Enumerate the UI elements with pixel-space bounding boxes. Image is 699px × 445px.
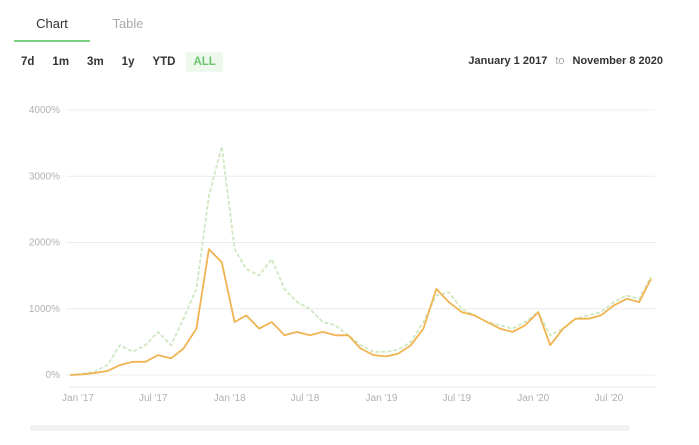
- grid-layer: [66, 109, 655, 376]
- date-range: January 1 2017 to November 8 2020: [468, 55, 663, 67]
- range-7d-button[interactable]: 7d: [21, 56, 35, 68]
- date-to[interactable]: November 8 2020: [572, 55, 664, 67]
- x-tick-label: Jul '19: [442, 393, 471, 404]
- series-layer: [69, 145, 652, 376]
- tab-table[interactable]: Table: [112, 16, 144, 31]
- axis-layer: 0% 1000% 2000% 3000% 4000% Jan '17 Jul '17 Jan …: [29, 105, 655, 404]
- x-tick-label: Jul '20: [595, 393, 624, 404]
- range-3m-button[interactable]: 3m: [87, 56, 104, 68]
- range-1m-button[interactable]: 1m: [52, 56, 70, 68]
- y-tick-label: 2000%: [29, 238, 60, 249]
- range-selector: 7d 1m 3m 1y YTD ALL: [14, 52, 223, 72]
- x-tick-label: Jan '19: [366, 393, 398, 404]
- view-tabs: Chart Table: [14, 0, 166, 42]
- series-line-solid: [69, 248, 652, 376]
- y-tick-label: 1000%: [29, 304, 60, 315]
- x-tick-label: Jan '17: [62, 393, 94, 404]
- x-tick-label: Jul '17: [139, 393, 168, 404]
- x-tick-label: Jan '20: [517, 393, 549, 404]
- range-ytd-button[interactable]: YTD: [152, 56, 176, 68]
- x-tick-label: Jul '18: [291, 393, 320, 404]
- y-tick-label: 3000%: [29, 171, 60, 182]
- series-line-dashed: [69, 145, 652, 376]
- scroll-hint-bar: [30, 425, 630, 431]
- range-1y-button[interactable]: 1y: [121, 56, 135, 68]
- x-tick-label: Jan '18: [214, 393, 246, 404]
- date-from[interactable]: January 1 2017: [468, 55, 548, 67]
- performance-chart[interactable]: 0% 1000% 2000% 3000% 4000% Jan '17 Jul '17 Jan …: [0, 90, 699, 420]
- y-tick-label: 4000%: [29, 105, 60, 116]
- range-all-button[interactable]: ALL: [186, 52, 223, 72]
- date-separator: to: [555, 55, 565, 67]
- y-tick-label: 0%: [46, 370, 61, 381]
- tab-chart[interactable]: Chart: [14, 0, 90, 42]
